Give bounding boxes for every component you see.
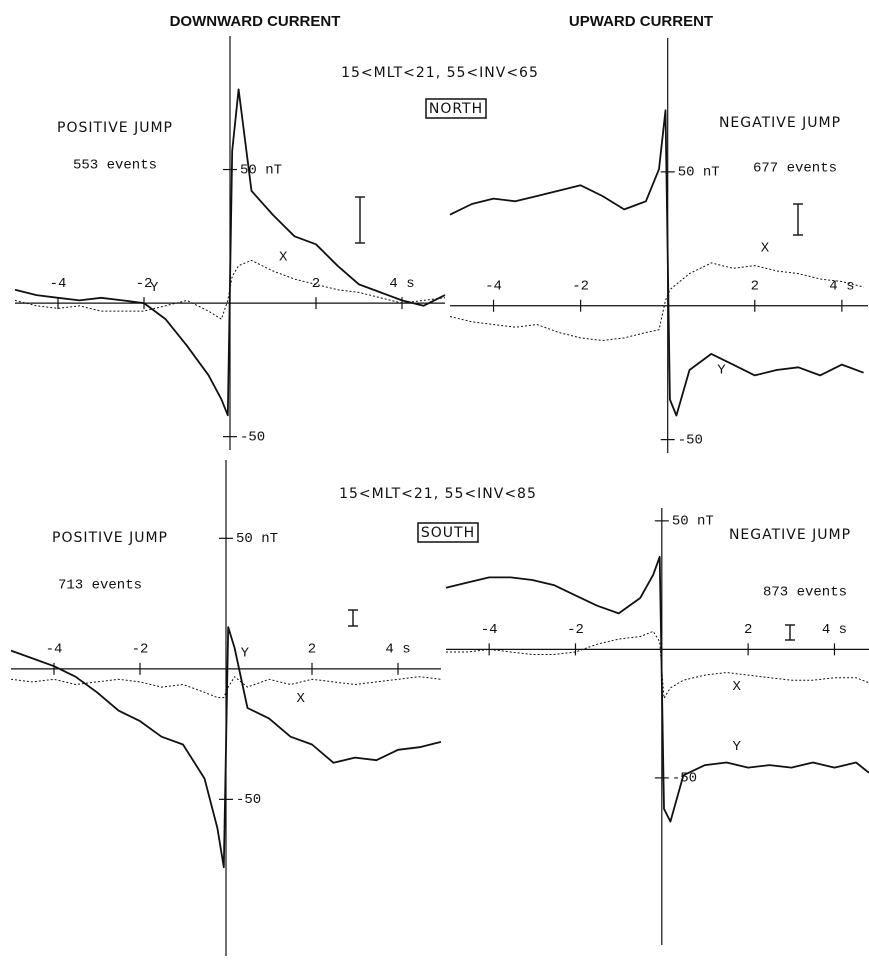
x-tick-label: 2	[308, 642, 316, 658]
y-tick-label: 50 nT	[240, 162, 282, 178]
x-tick-label: -2	[572, 278, 589, 294]
y-tick-label: 50 nT	[236, 531, 278, 547]
event-count: 677 events	[753, 161, 837, 177]
event-count: 873 events	[763, 585, 847, 601]
y-tick-label: -50	[240, 429, 265, 445]
y-tick-label: 50 nT	[678, 165, 720, 181]
trace-label: X	[761, 240, 770, 256]
trace	[449, 109, 864, 417]
hemisphere: NORTH	[429, 101, 483, 117]
trace-label: Y	[241, 646, 250, 662]
event-count: 713 events	[58, 578, 142, 594]
x-tick-label: -2	[567, 622, 584, 638]
column-header: UPWARD CURRENT	[569, 13, 713, 30]
condition: 15<MLT<21, 55<INV<85	[339, 486, 537, 502]
x-tick-label: -4	[485, 278, 502, 294]
panel-title: NEGATIVE JUMP	[729, 527, 851, 543]
column-header: DOWNWARD CURRENT	[170, 13, 341, 30]
panel-title: NEGATIVE JUMP	[719, 115, 841, 131]
scale-bar	[348, 196, 803, 641]
condition: 15<MLT<21, 55<INV<65	[341, 65, 539, 81]
x-tick-label: 4 s	[385, 642, 410, 658]
x-tick-label: 4 s	[389, 276, 414, 292]
x-tick-label: -2	[136, 276, 153, 292]
trace-label: X	[297, 691, 306, 707]
y-tick-label: -50	[236, 792, 261, 808]
trace-label: X	[733, 679, 742, 695]
x-tick-label: -2	[132, 642, 149, 658]
event-count: 553 events	[73, 158, 157, 174]
y-tick-label: 50 nT	[672, 514, 714, 530]
y-tick-label: -50	[678, 432, 703, 448]
x-tick-label: -4	[46, 642, 63, 658]
trace	[449, 262, 864, 341]
trace	[14, 259, 446, 320]
x-tick-label: -4	[50, 276, 67, 292]
trace	[446, 630, 869, 699]
panel-title: POSITIVE JUMP	[57, 120, 173, 136]
hemisphere-box	[425, 98, 487, 119]
trace	[14, 88, 446, 417]
x-tick-label: 4 s	[822, 622, 847, 638]
trace-label: Y	[150, 280, 159, 296]
y-tick-label: -50	[672, 771, 697, 787]
x-tick-label: 4 s	[829, 278, 854, 294]
x-tick-label: 2	[312, 276, 320, 292]
panel-title: POSITIVE JUMP	[52, 530, 168, 546]
trace	[10, 626, 442, 869]
hemisphere: SOUTH	[421, 525, 475, 541]
x-tick-label: -4	[481, 622, 498, 638]
trace-label: X	[279, 250, 288, 266]
x-tick-label: 2	[744, 622, 752, 638]
trace	[445, 555, 869, 823]
trace-label: Y	[717, 363, 726, 379]
hemisphere-box	[417, 522, 479, 543]
trace-label: Y	[733, 739, 742, 755]
x-tick-label: 2	[751, 278, 759, 294]
